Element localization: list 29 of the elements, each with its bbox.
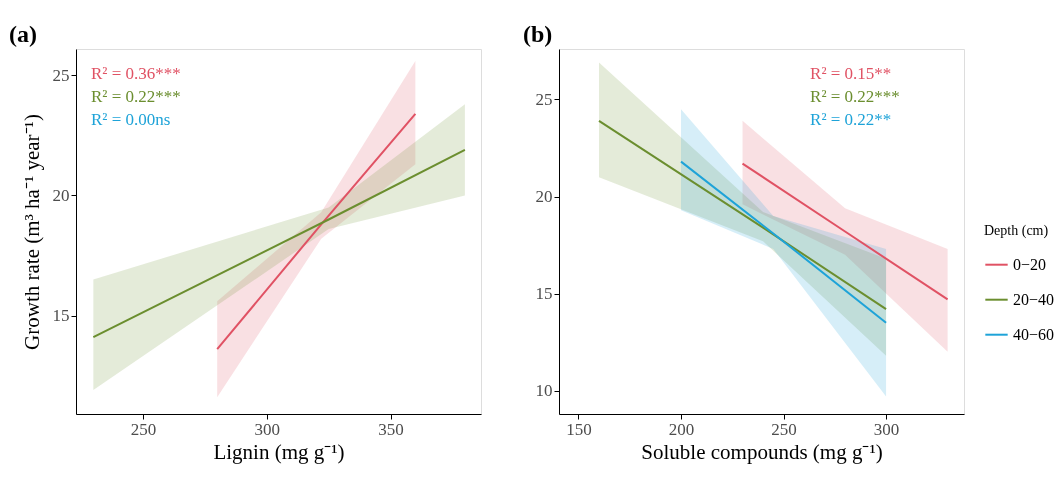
legend-label: 0−20	[1013, 255, 1047, 273]
y-tick-label: 20	[52, 185, 70, 205]
y-tick-label: 15	[52, 306, 70, 326]
annotation: R² = 0.00ns	[91, 110, 171, 129]
annotation: R² = 0.15**	[810, 64, 892, 83]
annotation: R² = 0.22***	[91, 87, 181, 106]
x-tick-label: 250	[771, 419, 797, 439]
y-tick-label: 25	[52, 65, 70, 85]
annotation: R² = 0.22**	[810, 110, 892, 129]
x-axis-title: Lignin (mg g⁻¹)	[213, 439, 345, 464]
annotation: R² = 0.22***	[810, 87, 900, 106]
x-tick-label: 150	[566, 419, 592, 439]
x-tick-label: 300	[873, 419, 900, 439]
chart-title: (b)	[523, 21, 553, 47]
x-tick-label: 200	[668, 419, 695, 439]
x-tick-label: 250	[130, 419, 157, 439]
chart-title: (a)	[9, 21, 37, 47]
y-tick-label: 10	[535, 381, 553, 401]
y-axis-title: Growth rate (m³ ha⁻¹ year⁻¹)	[19, 114, 44, 350]
legend-label: 20−40	[1013, 290, 1055, 308]
y-tick-label: 20	[535, 187, 553, 207]
x-tick-label: 350	[378, 419, 404, 439]
x-tick-label: 300	[254, 419, 280, 439]
legend-label: 40−60	[1013, 325, 1055, 343]
x-axis-title: Soluble compounds (mg g⁻¹)	[641, 439, 883, 464]
legend-title: Depth (cm)	[984, 223, 1049, 240]
annotation: R² = 0.36***	[91, 64, 181, 83]
y-tick-label: 15	[535, 284, 553, 304]
y-tick-label: 25	[535, 89, 553, 109]
